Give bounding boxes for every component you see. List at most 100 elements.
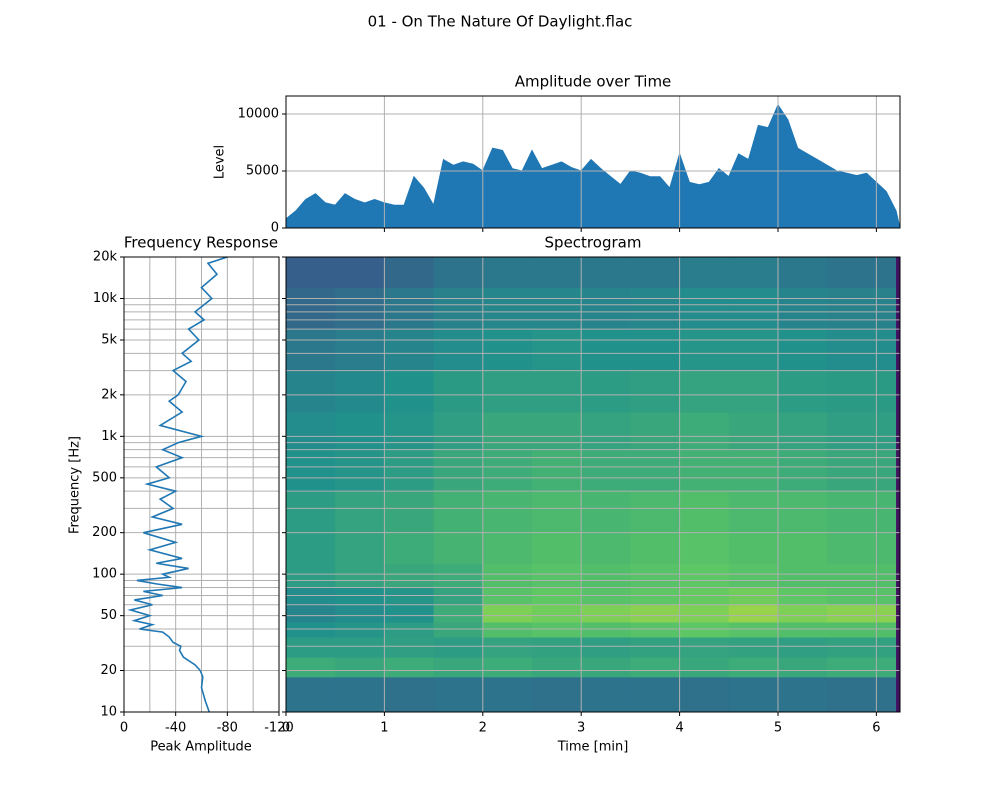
heatmap-cell xyxy=(728,563,779,589)
heatmap-cell xyxy=(581,412,631,451)
heatmap-cell xyxy=(531,587,582,606)
heatmap-cell xyxy=(896,587,901,606)
heatmap-cell xyxy=(827,676,897,713)
heatmap-cell xyxy=(827,621,897,638)
heatmap-cell xyxy=(482,491,533,534)
heatmap-cell xyxy=(482,412,533,451)
heatmap-cell xyxy=(286,563,336,589)
heatmap-cell xyxy=(630,370,681,413)
heatmap-cell xyxy=(335,621,385,638)
heatmap-cell xyxy=(630,563,681,589)
heatmap-cell xyxy=(630,329,681,372)
heatmap-cell xyxy=(581,657,631,678)
x-tick-label: -80 xyxy=(217,721,238,736)
heatmap-cell xyxy=(777,329,828,372)
heatmap-cell xyxy=(531,621,582,638)
heatmap-cell xyxy=(286,491,336,534)
heatmap-cell xyxy=(482,621,533,638)
heatmap-cell xyxy=(827,491,897,534)
heatmap-cell xyxy=(384,621,435,638)
heatmap-cell xyxy=(896,637,901,658)
heatmap-cell xyxy=(777,657,828,678)
heatmap-cell xyxy=(581,532,631,564)
heatmap-cell xyxy=(728,587,779,606)
heatmap-cell xyxy=(286,329,336,372)
heatmap-cell xyxy=(581,370,631,413)
heatmap-cell xyxy=(630,657,681,678)
heatmap-cell xyxy=(581,287,631,330)
heatmap-cell xyxy=(728,412,779,451)
heatmap-cell xyxy=(433,329,484,372)
heatmap-cell xyxy=(335,287,385,330)
heatmap-cell xyxy=(482,532,533,564)
heatmap-cell xyxy=(777,491,828,534)
heatmap-cell xyxy=(384,676,435,713)
heatmap-cell xyxy=(679,657,730,678)
heatmap-cell xyxy=(827,329,897,372)
heatmap-cell xyxy=(482,637,533,658)
figure-title: 01 - On The Nature Of Daylight.flac xyxy=(368,13,633,31)
y-tick-label: 10k xyxy=(93,291,118,306)
heatmap-cell xyxy=(482,287,533,330)
heatmap-cell xyxy=(433,657,484,678)
axes-frame xyxy=(123,256,280,713)
heatmap-cell xyxy=(531,491,582,534)
heatmap-cell xyxy=(896,563,901,589)
y-tick-label: 10 xyxy=(100,705,117,720)
heatmap-cell xyxy=(777,587,828,606)
heatmap-cell xyxy=(286,604,336,623)
chart-title: Spectrogram xyxy=(545,234,642,252)
y-tick-label: 200 xyxy=(92,525,117,540)
heatmap-cell xyxy=(531,604,582,623)
heatmap-cell xyxy=(679,604,730,623)
y-tick-label: 10000 xyxy=(238,107,279,122)
heatmap-cell xyxy=(581,449,631,492)
heatmap-cell xyxy=(630,587,681,606)
heatmap-cell xyxy=(384,657,435,678)
heatmap-cell xyxy=(777,532,828,564)
heatmap-cell xyxy=(531,329,582,372)
heatmap-cell xyxy=(896,449,901,492)
heatmap-cell xyxy=(827,587,897,606)
heatmap-cell xyxy=(827,287,897,330)
heatmap-cell xyxy=(728,491,779,534)
heatmap-cell xyxy=(286,587,336,606)
heatmap-cell xyxy=(286,657,336,678)
heatmap-cell xyxy=(433,563,484,589)
heatmap-cell xyxy=(531,657,582,678)
heatmap-cell xyxy=(581,621,631,638)
heatmap-cell xyxy=(482,370,533,413)
x-tick-label: 3 xyxy=(577,721,585,736)
area xyxy=(285,103,901,229)
y-tick-label: 100 xyxy=(92,567,117,582)
heatmap-cell xyxy=(896,621,901,638)
heatmap-cell xyxy=(827,370,897,413)
heatmap-cell xyxy=(581,257,631,289)
heatmap-cell xyxy=(777,412,828,451)
heatmap-cell xyxy=(630,412,681,451)
heatmap-cell xyxy=(384,532,435,564)
heatmap-cell xyxy=(384,637,435,658)
heatmap-cell xyxy=(433,491,484,534)
heatmap-cell xyxy=(335,563,385,589)
heatmap-cell xyxy=(896,370,901,413)
y-axis-label: Level xyxy=(213,145,228,179)
heatmap-cell xyxy=(335,257,385,289)
heatmap-cell xyxy=(896,329,901,372)
heatmap-cell xyxy=(896,676,901,713)
y-tick-label: 5k xyxy=(101,332,117,347)
heatmap-cell xyxy=(433,449,484,492)
heatmap-cell xyxy=(531,637,582,658)
heatmap-cell xyxy=(384,412,435,451)
heatmap-cell xyxy=(335,532,385,564)
chart-title: Amplitude over Time xyxy=(515,73,672,91)
y-tick-label: 50 xyxy=(100,608,117,623)
heatmap-cell xyxy=(286,676,336,713)
heatmap-cell xyxy=(777,637,828,658)
heatmap-cell xyxy=(728,604,779,623)
heatmap-cell xyxy=(581,491,631,534)
heatmap-cell xyxy=(581,676,631,713)
heatmap-cell xyxy=(581,637,631,658)
y-tick-label: 5000 xyxy=(246,164,279,179)
